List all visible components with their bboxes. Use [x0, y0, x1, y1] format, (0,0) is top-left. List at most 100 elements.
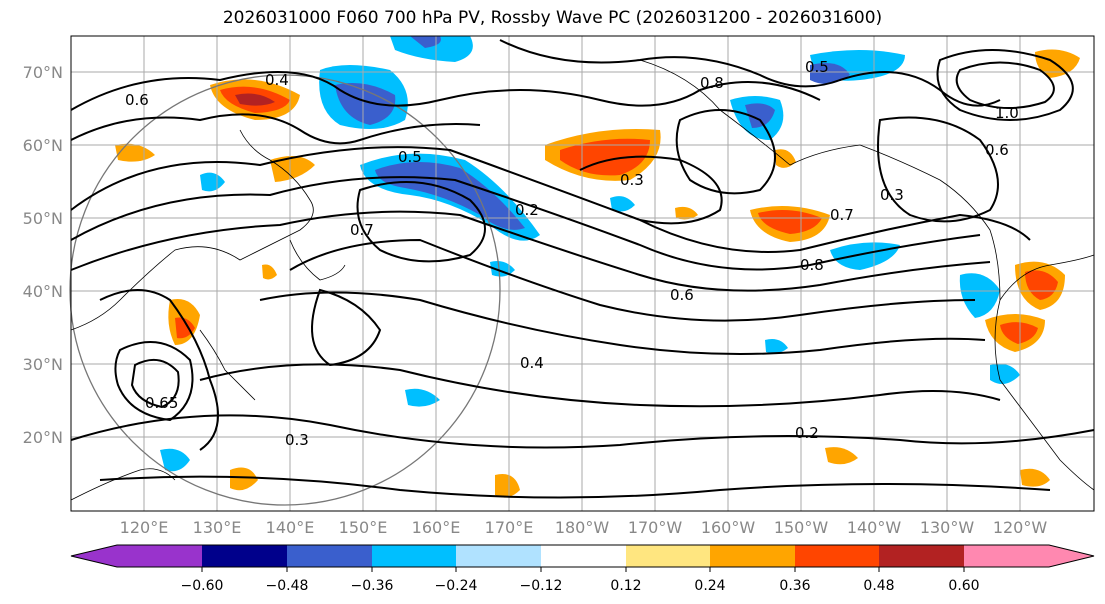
lon-label: 130°W [920, 518, 975, 537]
negative-anomaly-patch [745, 103, 775, 128]
lat-label: 20°N [23, 428, 63, 447]
map-frame [70, 35, 1095, 512]
negative-anomaly-patch [410, 36, 441, 48]
lon-label: 170°W [628, 518, 683, 537]
coastlines [70, 59, 1095, 501]
graticule [71, 36, 1094, 511]
negative-anomaly-patch [810, 62, 850, 84]
negative-anomaly-patch [160, 448, 190, 472]
colorbar-swatch [626, 545, 710, 567]
latitude-labels: 70°N 60°N 50°N 40°N 30°N 20°N [23, 63, 63, 447]
colorbar-swatch [287, 545, 372, 567]
contour-label: 0.7 [350, 221, 374, 239]
colorbar-tick-label: 0.60 [948, 578, 979, 594]
colorbar-swatch [541, 545, 626, 567]
negative-anomaly-patch [765, 339, 788, 354]
contour-label: 0.8 [700, 74, 724, 92]
lon-label: 150°E [339, 518, 388, 537]
colorbar-outline [70, 544, 1095, 568]
contour-label: 0.65 [145, 394, 178, 412]
colorbar-tick-label: −0.12 [520, 578, 563, 594]
positive-anomaly-patch [230, 467, 258, 491]
contour-label: 0.7 [830, 206, 854, 224]
colorbar-tick-label: 0.24 [694, 578, 725, 594]
pv-contours [70, 39, 1095, 499]
contour-label: 0.3 [620, 171, 644, 189]
colorbar-ticks [201, 567, 965, 572]
positive-anomaly-patch [270, 156, 315, 182]
contour-label: 0.3 [285, 431, 309, 449]
positive-anomaly-patch [115, 143, 155, 162]
contour-label: 0.6 [125, 91, 149, 109]
colorbar-tick-label: 0.36 [779, 578, 810, 594]
lon-label: 160°W [701, 518, 756, 537]
negative-anomaly-patch [335, 82, 396, 125]
colorbar-tick-label: 0.48 [863, 578, 894, 594]
map-title: 2026031000 F060 700 hPa PV, Rossby Wave … [222, 8, 883, 28]
positive-anomaly-patch [175, 317, 195, 339]
colorbar-swatch [964, 545, 1094, 567]
negative-anomaly-patch [375, 161, 525, 230]
contour-label: 0.5 [398, 148, 422, 166]
colorbar-tick-label: −0.48 [266, 578, 309, 594]
contour-label: 0.3 [880, 186, 904, 204]
contour-label: 0.5 [805, 58, 829, 76]
anomaly-fills [115, 36, 1080, 498]
negative-anomaly-patch [959, 273, 1000, 318]
lon-label: 140°E [266, 518, 315, 537]
negative-anomaly-patch [200, 172, 225, 192]
contour-label: 0.6 [985, 141, 1009, 159]
contour-label: 0.4 [265, 71, 289, 89]
contour-label: 0.4 [520, 354, 544, 372]
longitude-labels: 120°E 130°E 140°E 150°E 160°E 170°E 180°… [120, 518, 1048, 537]
lat-label: 30°N [23, 355, 63, 374]
colorbar-swatches [71, 545, 1094, 567]
positive-anomaly-patch [1020, 468, 1050, 487]
positive-anomaly-patch [1000, 322, 1038, 344]
lon-label: 160°E [412, 518, 461, 537]
lon-label: 120°W [993, 518, 1048, 537]
contour-label: 0.6 [670, 286, 694, 304]
lon-label: 170°E [485, 518, 534, 537]
lat-label: 70°N [23, 63, 63, 82]
lon-label: 130°E [193, 518, 242, 537]
positive-anomaly-patch [262, 264, 277, 280]
colorbar-swatch [879, 545, 964, 567]
lon-label: 180°W [555, 518, 610, 537]
positive-anomaly-patch [758, 209, 822, 234]
lon-label: 150°W [774, 518, 829, 537]
lat-label: 50°N [23, 209, 63, 228]
colorbar-tick-label: −0.36 [351, 578, 394, 594]
lat-label: 60°N [23, 136, 63, 155]
colorbar-swatch [71, 545, 202, 567]
range-circle [69, 74, 501, 506]
negative-anomaly-patch [405, 388, 440, 407]
lat-label: 40°N [23, 282, 63, 301]
positive-anomaly-patch [495, 474, 520, 498]
negative-anomaly-patch [390, 36, 473, 62]
lon-label: 120°E [120, 518, 169, 537]
pv-map: 0.4 0.6 0.5 0.8 0.3 0.2 0.7 1.0 0.6 0.3 … [23, 35, 1095, 537]
colorbar-swatch [795, 545, 879, 567]
positive-anomaly-patch [235, 93, 275, 106]
positive-anomaly-patch [675, 206, 698, 220]
contour-label: 0.2 [515, 201, 539, 219]
positive-anomaly-patch [775, 149, 796, 168]
colorbar-swatch [456, 545, 541, 567]
colorbar-tick-label: 0.12 [610, 578, 641, 594]
positive-anomaly-patch [1025, 270, 1058, 300]
colorbar-swatch [202, 545, 287, 567]
contour-labels: 0.4 0.6 0.5 0.8 0.3 0.2 0.7 1.0 0.6 0.3 … [125, 58, 1019, 449]
colorbar-tick-label: −0.24 [435, 578, 478, 594]
positive-anomaly-patch [825, 447, 858, 465]
lon-label: 140°W [847, 518, 902, 537]
colorbar-swatch [372, 545, 456, 567]
contour-label: 0.2 [795, 424, 819, 442]
negative-anomaly-patch [610, 196, 635, 212]
colorbar-tick-label: −0.60 [181, 578, 224, 594]
contour-label: 0.8 [800, 256, 824, 274]
positive-anomaly-patch [1035, 49, 1080, 78]
colorbar-tick-labels: −0.60 −0.48 −0.36 −0.24 −0.12 0.12 0.24 … [181, 578, 980, 594]
contour-label: 1.0 [995, 104, 1019, 122]
colorbar-swatch [710, 545, 795, 567]
